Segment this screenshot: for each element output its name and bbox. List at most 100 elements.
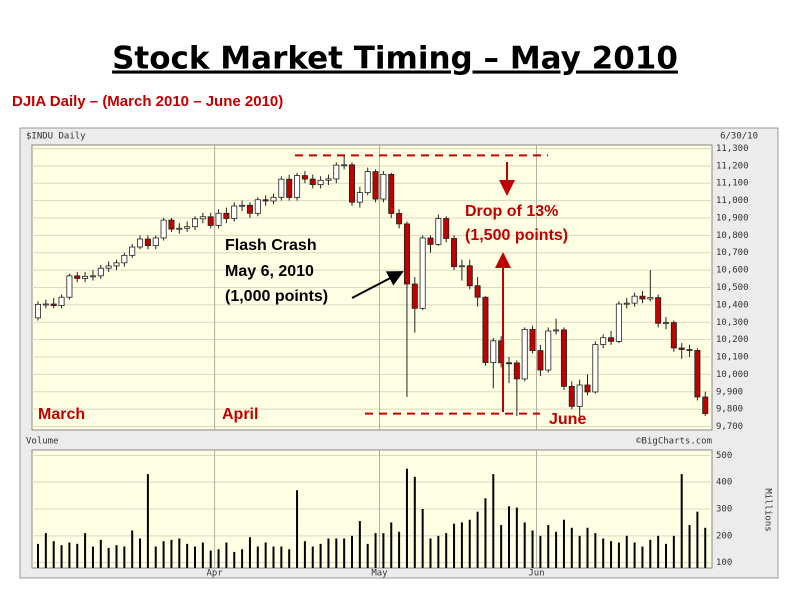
candle-body [600, 337, 607, 345]
x-tick-label: May [371, 569, 388, 579]
candle-body [529, 328, 536, 351]
volume-bar [76, 543, 79, 568]
candle-body [176, 227, 183, 230]
volume-bar [617, 542, 620, 568]
volume-bar [256, 546, 259, 568]
volume-bar [696, 511, 699, 568]
y-tick-label: 11,200 [716, 161, 749, 171]
marks: 9,700 9,800 9,900 10,000 10,100 10,200 10,300 1… [32, 144, 749, 579]
volume-bar [280, 546, 283, 568]
candle-body [466, 265, 473, 287]
y-tick-label: 10,200 [716, 335, 749, 345]
candle-body [74, 275, 81, 279]
candle-body [458, 265, 465, 268]
volume-bar [453, 523, 456, 568]
y-tick-label: 10,600 [716, 266, 749, 276]
volume-bar [233, 551, 236, 568]
volume-bar [170, 539, 173, 568]
candle-body [678, 347, 685, 350]
y-tick-label: 10,300 [716, 318, 749, 328]
volume-bar [288, 549, 291, 568]
volume-bar [343, 538, 346, 568]
volume-bar [547, 525, 550, 568]
annotation: March [38, 406, 85, 423]
volume-bar [437, 535, 440, 568]
candle-body [160, 219, 167, 239]
candle-body [223, 212, 230, 219]
candle-body [82, 275, 89, 279]
volume-bar [68, 542, 71, 568]
volume-bar [665, 543, 667, 568]
volume-bar [358, 521, 361, 568]
volume-bar [680, 474, 683, 568]
candle-body [121, 254, 128, 264]
candle-body [694, 350, 701, 398]
volume-bar [264, 542, 267, 568]
candle-body [168, 219, 175, 230]
volume-bar [515, 507, 518, 568]
candle-body [105, 265, 112, 269]
volume-bar [311, 546, 314, 568]
candle-body [702, 396, 709, 415]
volume-bar [578, 535, 581, 568]
volume-bar [84, 533, 87, 568]
volume-bar [539, 535, 542, 568]
volume-bar [178, 538, 181, 568]
candle-body [435, 218, 442, 245]
volume-bar [201, 542, 204, 568]
volume-bar [555, 531, 558, 568]
candle-body [144, 238, 151, 247]
volume-bar [641, 546, 644, 568]
y-tick-label: 11,100 [716, 179, 749, 189]
volume-bar [398, 531, 401, 568]
annotation: April [222, 406, 258, 423]
volume-bar [60, 545, 63, 568]
volume-bar [429, 538, 432, 568]
candle-body [521, 328, 528, 380]
volume-bar [241, 549, 244, 568]
y-tick-label: 9,700 [716, 422, 743, 432]
annotation: Flash Crash [225, 237, 317, 254]
volume-bar [602, 538, 605, 568]
volume-bar [672, 535, 675, 568]
candle-body [246, 204, 253, 214]
candle-body [576, 384, 583, 407]
volume-bar [335, 538, 338, 568]
y-tick-label: 100 [716, 558, 732, 568]
candle-body [474, 285, 481, 298]
volume-bar [421, 509, 424, 568]
y-tick-label: 10,700 [716, 248, 749, 258]
volume-bar [468, 519, 471, 568]
volume-bar [44, 533, 47, 568]
y-tick-label: 300 [716, 505, 732, 515]
volume-bar [209, 550, 212, 568]
y-tick-label: 10,100 [716, 353, 749, 363]
volume-bar [366, 543, 369, 568]
x-tick-label: Apr [206, 569, 223, 579]
candle-body [419, 237, 426, 309]
volume-bar [131, 530, 134, 568]
volume-bar [649, 539, 652, 568]
candle-body [623, 302, 630, 305]
volume-bar [319, 543, 322, 568]
volume-bar [374, 533, 377, 568]
candle-body [380, 173, 387, 200]
volume-bar [704, 527, 707, 568]
volume-bar [610, 541, 613, 568]
y-tick-label: 11,000 [716, 196, 749, 206]
candle-body [129, 246, 136, 256]
y-tick-label: 9,900 [716, 387, 743, 397]
y-tick-label: 10,900 [716, 213, 749, 223]
candle-body [608, 337, 615, 342]
candle-body [199, 216, 206, 220]
candle-body [207, 216, 214, 226]
candle-body [58, 296, 65, 306]
volume-bar [484, 498, 487, 568]
y-tick-label: 10,400 [716, 300, 749, 310]
candle-body [317, 179, 324, 186]
candle-body [560, 329, 567, 387]
y-tick-label: 200 [716, 531, 732, 541]
volume-bar [382, 533, 385, 568]
candle-body [505, 362, 512, 365]
candle-body [639, 295, 646, 300]
